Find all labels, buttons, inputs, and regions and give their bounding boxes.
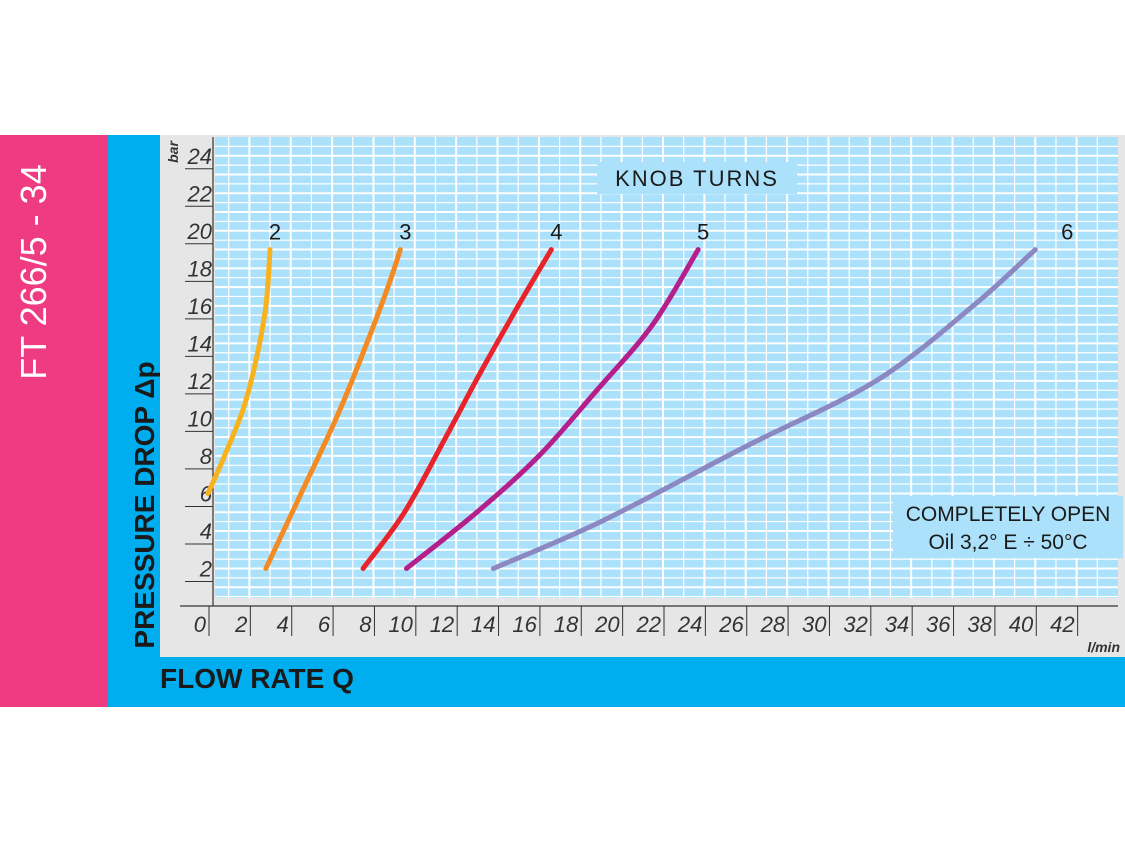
- y-tick-label: 10: [188, 406, 213, 431]
- x-tick-label: 38: [967, 612, 992, 637]
- x-tick-label: 32: [843, 612, 867, 637]
- y-tick-label: 12: [188, 369, 212, 394]
- series-label-4: 4: [550, 220, 562, 245]
- product-code: FT 266/5 - 34: [13, 164, 54, 379]
- series-line-5: [404, 247, 701, 571]
- code-band: [0, 135, 108, 707]
- x-tick-label: 2: [234, 612, 247, 637]
- x-tick-label: 8: [359, 612, 372, 637]
- y-tick-label: 4: [200, 519, 212, 544]
- series-label-6: 6: [1061, 220, 1073, 245]
- y-tick-label: 16: [188, 294, 213, 319]
- x-tick-label: 36: [926, 612, 951, 637]
- series-line-3: [263, 247, 403, 571]
- x-tick-label: 34: [885, 612, 909, 637]
- x-tick-label: 26: [718, 612, 744, 637]
- y-tick-label: 8: [200, 444, 213, 469]
- x-unit-label: l/min: [1087, 639, 1120, 655]
- annotation-bg: [893, 496, 1123, 558]
- series-label-5: 5: [697, 220, 709, 245]
- y-tick-label: 24: [187, 144, 212, 169]
- x-tick-label: 20: [594, 612, 620, 637]
- series-line-2: [205, 247, 273, 496]
- x-tick-label: 24: [677, 612, 702, 637]
- x-tick-label: 28: [760, 612, 786, 637]
- x-tick-label: 14: [471, 612, 495, 637]
- y-tick-label: 20: [187, 219, 213, 244]
- x-tick-label: 42: [1050, 612, 1074, 637]
- series-label-2: 2: [269, 220, 281, 245]
- x-tick-label: 30: [802, 612, 827, 637]
- annotation-line-1: COMPLETELY OPEN: [906, 503, 1111, 526]
- y-unit-label: bar: [165, 140, 181, 163]
- x-tick-label: 0: [194, 612, 207, 637]
- x-tick-label: 4: [276, 612, 288, 637]
- legend-title: KNOB TURNS: [615, 166, 779, 191]
- x-tick-label: 22: [636, 612, 661, 637]
- y-tick-label: 14: [188, 331, 212, 356]
- x-tick-label: 18: [554, 612, 579, 637]
- y-tick-label: 18: [188, 256, 213, 281]
- x-tick-label: 6: [318, 612, 331, 637]
- series-line-6: [490, 247, 1038, 571]
- legend-title-bg: [597, 162, 797, 194]
- series-label-3: 3: [399, 220, 411, 245]
- y-axis-title: PRESSURE DROP Δp: [129, 361, 160, 648]
- x-tick-label: 12: [430, 612, 454, 637]
- x-tick-label: 16: [512, 612, 537, 637]
- series-line-4: [360, 247, 554, 571]
- x-tick-label: 10: [388, 612, 413, 637]
- y-tick-label: 22: [187, 181, 212, 206]
- x-tick-label: 40: [1009, 612, 1034, 637]
- x-axis-title: FLOW RATE Q: [160, 663, 354, 694]
- y-tick-label: 2: [199, 556, 212, 581]
- annotation-line-2: Oil 3,2° E ÷ 50°C: [928, 531, 1087, 554]
